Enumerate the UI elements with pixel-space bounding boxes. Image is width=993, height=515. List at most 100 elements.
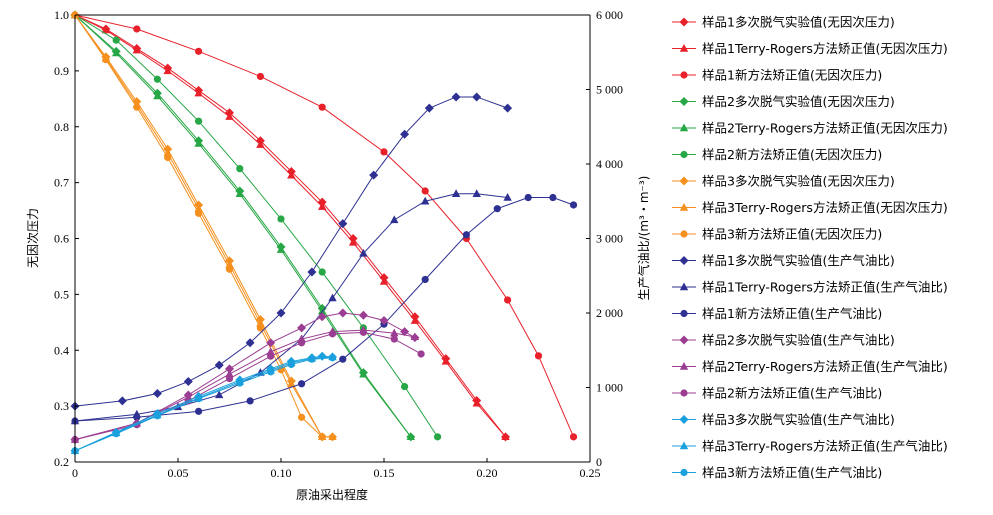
series-line [74, 14, 574, 438]
x-tick-label: 0.20 [477, 466, 498, 480]
series-11 [70, 189, 512, 425]
data-point [549, 193, 557, 202]
data-point [318, 103, 326, 111]
y-left-tick-label: 1.0 [54, 8, 69, 22]
y-right-tick-label: 3 000 [596, 232, 623, 246]
data-point [359, 248, 368, 257]
x-tick-label: 0.25 [580, 466, 601, 480]
data-point [153, 412, 161, 420]
data-point [339, 355, 347, 363]
data-point [153, 91, 162, 100]
y-left-ticks: 0.2 0.3 0.4 0.5 0.6 0.7 0.8 0.9 1.0 [54, 8, 79, 469]
data-point [501, 432, 510, 441]
series-line [74, 14, 506, 438]
data-point [379, 277, 389, 285]
legend-item: 样品2多次脱气实验值(生产气油比) [672, 333, 895, 348]
legend-label: 样品1新方法矫正值(生产气油比) [702, 306, 882, 321]
data-point [317, 351, 327, 361]
data-point [503, 103, 513, 113]
data-point [266, 338, 276, 348]
data-point [225, 364, 234, 374]
legend-label: 样品1Terry-Rogers方法矫正值(生产气油比) [702, 280, 948, 295]
legend-label: 样品3多次脱气实验值(生产气油比) [702, 412, 895, 427]
data-point [503, 193, 512, 201]
legend-marker [680, 150, 688, 159]
y-right-axis-label: 生产气油比/(m³・m⁻³) [636, 176, 651, 301]
legend-marker [680, 230, 688, 238]
data-point [152, 388, 162, 398]
data-point [276, 308, 286, 318]
data-point [472, 398, 481, 407]
data-point [406, 432, 415, 441]
data-point [308, 355, 316, 363]
series-line [74, 356, 333, 452]
data-point [267, 352, 275, 360]
legend-marker [679, 123, 689, 132]
legend-item: 样品1多次脱气实验值(生产气油比) [672, 253, 895, 268]
data-point [379, 315, 389, 325]
data-point [133, 103, 141, 111]
data-point [112, 36, 120, 44]
y-right-ticks: 0 1 000 2 000 3 000 4 000 5 000 6 000 [586, 8, 623, 469]
legend-item: 样品2新方法矫正值(无因次压力) [672, 147, 882, 162]
data-point [195, 209, 203, 217]
x-tick-label: 0.05 [168, 466, 189, 480]
data-point [318, 433, 326, 441]
plot-area [70, 10, 578, 456]
y-right-tick-label: 5 000 [596, 83, 623, 97]
data-point [318, 306, 327, 315]
series-14 [70, 325, 420, 443]
series-line [74, 355, 333, 452]
data-point [132, 45, 141, 54]
data-point [359, 369, 368, 378]
y-left-tick-label: 0.8 [54, 120, 69, 134]
data-point [328, 330, 337, 338]
legend-item: 样品1Terry-Rogers方法矫正值(无因次压力) [672, 41, 948, 56]
data-point [380, 148, 388, 156]
data-point [194, 88, 203, 97]
series-8 [70, 10, 337, 441]
data-point [287, 360, 295, 369]
data-point [195, 47, 203, 55]
legend-item: 样品1新方法矫正值(无因次压力) [672, 68, 882, 83]
data-point [359, 328, 367, 336]
data-point [214, 360, 224, 370]
data-point [298, 413, 306, 421]
data-point [225, 374, 234, 383]
data-point [569, 201, 578, 209]
data-point [256, 72, 264, 81]
legend: 样品1多次脱气实验值(无因次压力) 样品1Terry-Rogers方法矫正值(无因… [672, 15, 948, 480]
legend-marker [679, 362, 689, 370]
y-left-tick-label: 0.9 [54, 64, 69, 78]
data-point [256, 324, 264, 332]
legend-marker [679, 441, 689, 450]
legend-marker [679, 97, 689, 106]
data-point [493, 205, 501, 213]
x-tick-label: 0.15 [374, 466, 395, 480]
data-point [225, 265, 234, 273]
data-point [194, 139, 203, 147]
legend-marker [679, 17, 689, 27]
y-left-tick-label: 0.6 [54, 232, 69, 246]
data-point [266, 347, 275, 355]
legend-label: 样品1多次脱气实验值(生产气油比) [702, 253, 895, 268]
series-line [74, 329, 415, 441]
data-point [569, 433, 578, 441]
data-point [451, 189, 461, 197]
data-point [524, 193, 532, 202]
data-point [195, 117, 203, 125]
y-right-tick-label: 1 000 [596, 381, 623, 395]
data-point [236, 379, 244, 387]
data-point [236, 165, 244, 173]
data-point [317, 312, 327, 322]
series-9 [71, 11, 326, 441]
data-point [102, 56, 110, 64]
data-point [277, 215, 285, 223]
data-point [215, 390, 224, 399]
data-point [287, 379, 296, 387]
series-18 [71, 354, 337, 455]
data-point [410, 316, 420, 324]
data-point [410, 332, 420, 341]
legend-item: 样品3Terry-Rogers方法矫正值(无因次压力) [672, 200, 948, 215]
series-13 [70, 308, 420, 445]
